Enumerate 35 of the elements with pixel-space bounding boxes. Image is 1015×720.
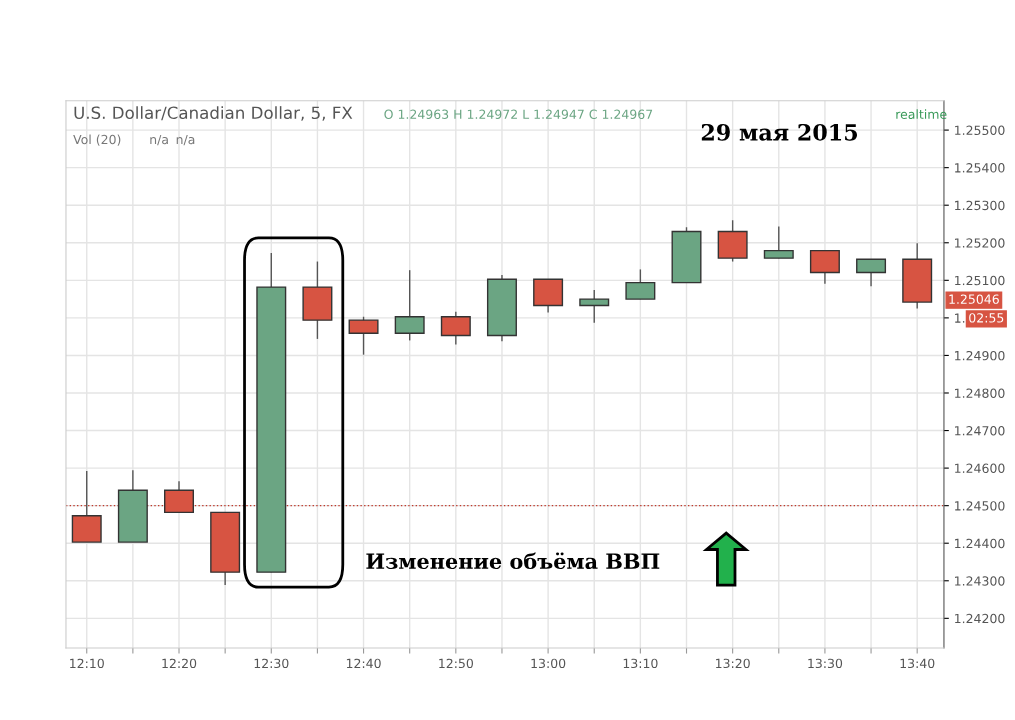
candlestick [579,289,610,324]
x-tick-label: 13:20 [716,658,750,669]
y-tick-label: 1.25400 [955,163,1005,173]
x-tick-label: 12:20 [162,658,197,669]
x-tick-label: 13:40 [900,658,935,669]
y-tick-label: 1.24700 [955,426,1005,436]
x-tick-label: 13:30 [808,658,843,669]
y-tick-label: 1. [955,313,965,323]
y-tick-label: 1.24200 [955,613,1005,624]
text: 1.25046 [949,294,999,304]
y-tick-label: 1.24300 [955,576,1005,586]
y-tick-label: 1.25500 [955,125,1005,136]
x-tick-label: 13:10 [623,658,658,669]
text: O 1.24963 H 1.24972 L 1.24947 C 1.24967 [384,109,653,119]
x-tick-label: 12:10 [70,658,104,669]
y-tick-label: 1.25200 [955,238,1005,248]
annotation: realtime [896,109,947,119]
annotation: Vol (20) [73,134,121,146]
annotation: 29 мая 2015 [701,123,858,141]
annotation: Изменение объёма ВВП [366,552,660,570]
chart-title: U.S. Dollar/Canadian Dollar, 5, FX [74,106,353,121]
y-tick-label: 1.24600 [955,463,1005,474]
y-tick-label: 1.25100 [955,275,1005,286]
x-tick-label: 12:30 [254,658,289,669]
annotation: n/a [176,134,195,146]
x-tick-label: 12:50 [439,658,474,669]
y-tick-label: 1.25300 [955,200,1005,211]
x-tick-label: 13:00 [531,658,566,669]
text: 02:55 [969,313,1004,323]
y-tick-label: 1.24900 [955,350,1005,361]
y-tick-label: 1.24500 [955,501,1005,511]
annotation: n/a [150,134,168,146]
x-tick-label: 12:40 [346,658,381,669]
y-tick-label: 1.24400 [955,538,1005,549]
y-tick-label: 1.24800 [955,388,1005,398]
